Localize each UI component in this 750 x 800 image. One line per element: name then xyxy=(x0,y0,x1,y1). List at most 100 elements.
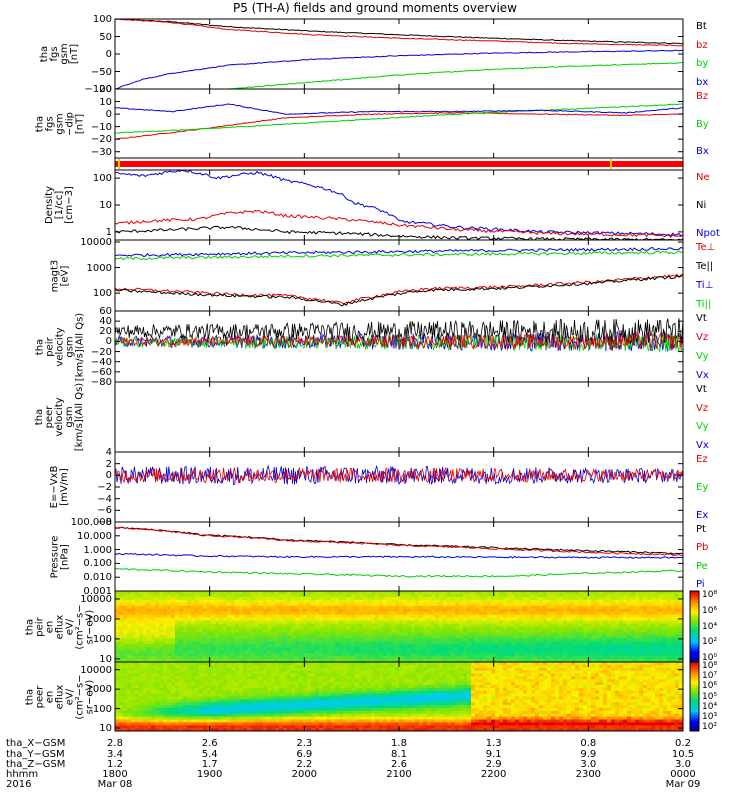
spectrogram-cell xyxy=(119,685,124,689)
spectrogram-cell xyxy=(619,659,624,663)
spectrogram-cell xyxy=(211,644,216,648)
spectrogram-cell xyxy=(235,617,240,621)
spectrogram-cell xyxy=(603,608,608,613)
spectrogram-cell xyxy=(603,656,608,660)
spectrogram-cell xyxy=(395,635,400,639)
spectrogram-cell xyxy=(571,608,576,613)
spectrogram-cell xyxy=(187,596,192,601)
spectrogram-cell xyxy=(143,682,148,686)
spectrogram-cell xyxy=(607,620,612,624)
spectrogram-cell xyxy=(291,673,296,677)
spectrogram-cell xyxy=(563,623,568,627)
spectrogram-cell xyxy=(219,591,224,595)
spectrogram-cell xyxy=(567,591,572,595)
spectrogram-cell xyxy=(531,593,536,598)
spectrogram-cell xyxy=(115,593,120,598)
spectrogram-cell xyxy=(219,605,224,610)
spectrogram-cell xyxy=(255,623,260,627)
spectrogram-cell xyxy=(163,644,168,648)
spectrogram-cell xyxy=(547,596,552,601)
spectrogram-cell xyxy=(571,617,576,621)
spectrogram-cell xyxy=(123,693,128,697)
spectrogram-cell xyxy=(183,605,188,610)
spectrogram-cell xyxy=(147,632,152,636)
spectrogram-cell xyxy=(207,641,212,645)
spectrogram-cell xyxy=(367,605,372,610)
spectrogram-cell xyxy=(327,632,332,636)
spectrogram-cell xyxy=(279,713,284,717)
spectrogram-cell xyxy=(655,626,660,630)
colorbar-segment xyxy=(690,644,699,647)
spectrogram-cell xyxy=(567,614,572,618)
spectrogram-cell xyxy=(383,620,388,624)
spectrogram-cell xyxy=(379,620,384,624)
spectrogram-cell xyxy=(663,659,668,663)
spectrogram-cell xyxy=(539,632,544,636)
spectrogram-cell xyxy=(151,650,156,654)
spectrogram-cell xyxy=(379,596,384,601)
spectrogram-cell xyxy=(519,617,524,621)
spectrogram-cell xyxy=(443,629,448,633)
spectrogram-cell xyxy=(155,682,160,686)
spectrogram-cell xyxy=(675,632,680,636)
spectrogram-cell xyxy=(315,670,320,674)
spectrogram-cell xyxy=(355,635,360,639)
spectrogram-cell xyxy=(227,656,232,660)
spectrogram-cell xyxy=(227,728,232,732)
spectrogram-cell xyxy=(299,716,304,720)
spectrogram-cell xyxy=(295,641,300,645)
spectrogram-cell xyxy=(155,667,160,671)
spectrogram-cell xyxy=(271,632,276,636)
spectrogram-cell xyxy=(663,629,668,633)
spectrogram-cell xyxy=(319,605,324,610)
spectrogram-cell xyxy=(595,602,600,607)
spectrogram-cell xyxy=(147,710,152,715)
spectrogram-cell xyxy=(619,593,624,598)
spectrogram-cell xyxy=(275,722,280,726)
spectrogram-cell xyxy=(119,713,124,717)
spectrogram-cell xyxy=(211,725,216,729)
spectrogram-cell xyxy=(595,638,600,642)
spectrogram-cell xyxy=(159,638,164,642)
spectrogram-cell xyxy=(227,673,232,677)
spectrogram-cell xyxy=(475,659,480,663)
spectrogram-cell xyxy=(211,705,216,709)
spectrogram-cell xyxy=(291,702,296,706)
spectrogram-cell xyxy=(679,656,684,660)
spectrogram-cell xyxy=(231,705,236,709)
spectrogram-cell xyxy=(311,596,316,601)
spectrogram-cell xyxy=(323,620,328,624)
spectrogram-cell xyxy=(527,593,532,598)
spectrogram-cell xyxy=(591,620,596,624)
spectrogram-cell xyxy=(619,641,624,645)
spectrogram-cell xyxy=(267,693,272,697)
spectrogram-cell xyxy=(407,614,412,618)
spectrogram-cell xyxy=(403,614,408,618)
spectrogram-cell xyxy=(295,656,300,660)
spectrogram-cell xyxy=(383,611,388,615)
spectrogram-cell xyxy=(315,656,320,660)
spectrogram-cell xyxy=(143,659,148,663)
spectrogram-cell xyxy=(515,650,520,654)
spectrogram-cell xyxy=(579,614,584,618)
spectrogram-cell xyxy=(495,641,500,645)
spectrogram-cell xyxy=(119,593,124,598)
spectrogram-cell xyxy=(379,644,384,648)
spectrogram-cell xyxy=(243,591,248,595)
spectrogram-cell xyxy=(495,611,500,615)
spectrogram-cell xyxy=(267,650,272,654)
spectrogram-cell xyxy=(479,623,484,627)
spectrogram-cell xyxy=(215,638,220,642)
spectrogram-cell xyxy=(563,644,568,648)
spectrogram-cell xyxy=(283,593,288,598)
spectrogram-cell xyxy=(243,593,248,598)
spectrogram-cell xyxy=(527,602,532,607)
spectrogram-cell xyxy=(443,608,448,613)
spectrogram-cell xyxy=(511,623,516,627)
spectrogram-cell xyxy=(391,641,396,645)
spectrogram-cell xyxy=(207,696,212,700)
spectrogram-cell xyxy=(387,620,392,624)
spectrogram-cell xyxy=(603,605,608,610)
spectrogram-cell xyxy=(531,647,536,651)
spectrogram-cell xyxy=(403,596,408,601)
